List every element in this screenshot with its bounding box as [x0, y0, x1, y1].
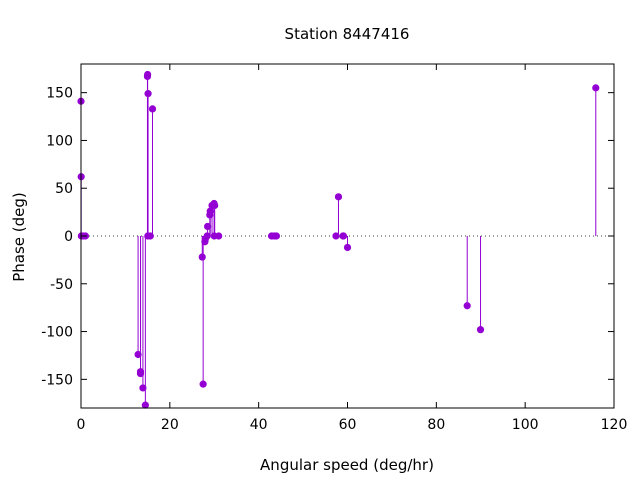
y-tick-label: -100 — [41, 325, 73, 341]
x-tick-label: 40 — [250, 417, 268, 433]
data-point — [146, 232, 154, 240]
y-tick-label: 100 — [46, 133, 73, 149]
x-tick-label: 20 — [161, 417, 179, 433]
y-tick-label: 50 — [55, 181, 73, 197]
data-point — [272, 232, 281, 240]
x-tick-label: 60 — [339, 417, 357, 433]
data-point — [215, 232, 223, 240]
data-point — [211, 201, 219, 210]
data-point — [203, 222, 212, 231]
data-point — [144, 70, 152, 79]
x-axis: 0 20 40 60 80 100 120 — [77, 64, 628, 433]
y-tick-label: -150 — [41, 372, 73, 388]
data-point — [339, 232, 348, 240]
x-tick-label: 80 — [427, 417, 445, 433]
data-point — [199, 380, 207, 388]
y-axis: -150 -100 -50 0 50 100 150 — [41, 86, 614, 388]
y-tick-label: 150 — [46, 86, 73, 102]
data-point — [198, 253, 206, 261]
data-point — [136, 370, 145, 378]
chart-title: Station 8447416 — [285, 25, 410, 43]
data-point — [206, 207, 214, 215]
data-point — [476, 326, 485, 334]
data-point — [144, 90, 152, 98]
data-point — [592, 84, 600, 92]
data-point — [332, 232, 340, 240]
y-tick-label: -50 — [50, 277, 73, 293]
data-point — [139, 384, 147, 392]
data-point — [334, 193, 343, 201]
data-point — [141, 401, 149, 409]
series-points — [77, 70, 600, 409]
data-point — [343, 243, 352, 252]
data-point — [463, 302, 471, 310]
data-point — [203, 232, 211, 240]
data-point — [134, 350, 142, 359]
x-tick-label: 120 — [601, 417, 628, 433]
x-axis-title: Angular speed (deg/hr) — [260, 456, 434, 474]
x-tick-label: 0 — [77, 417, 86, 433]
y-tick-label: 0 — [64, 229, 73, 245]
x-tick-label: 100 — [512, 417, 539, 433]
y-axis-title: Phase (deg) — [10, 192, 28, 282]
data-point — [148, 105, 157, 113]
